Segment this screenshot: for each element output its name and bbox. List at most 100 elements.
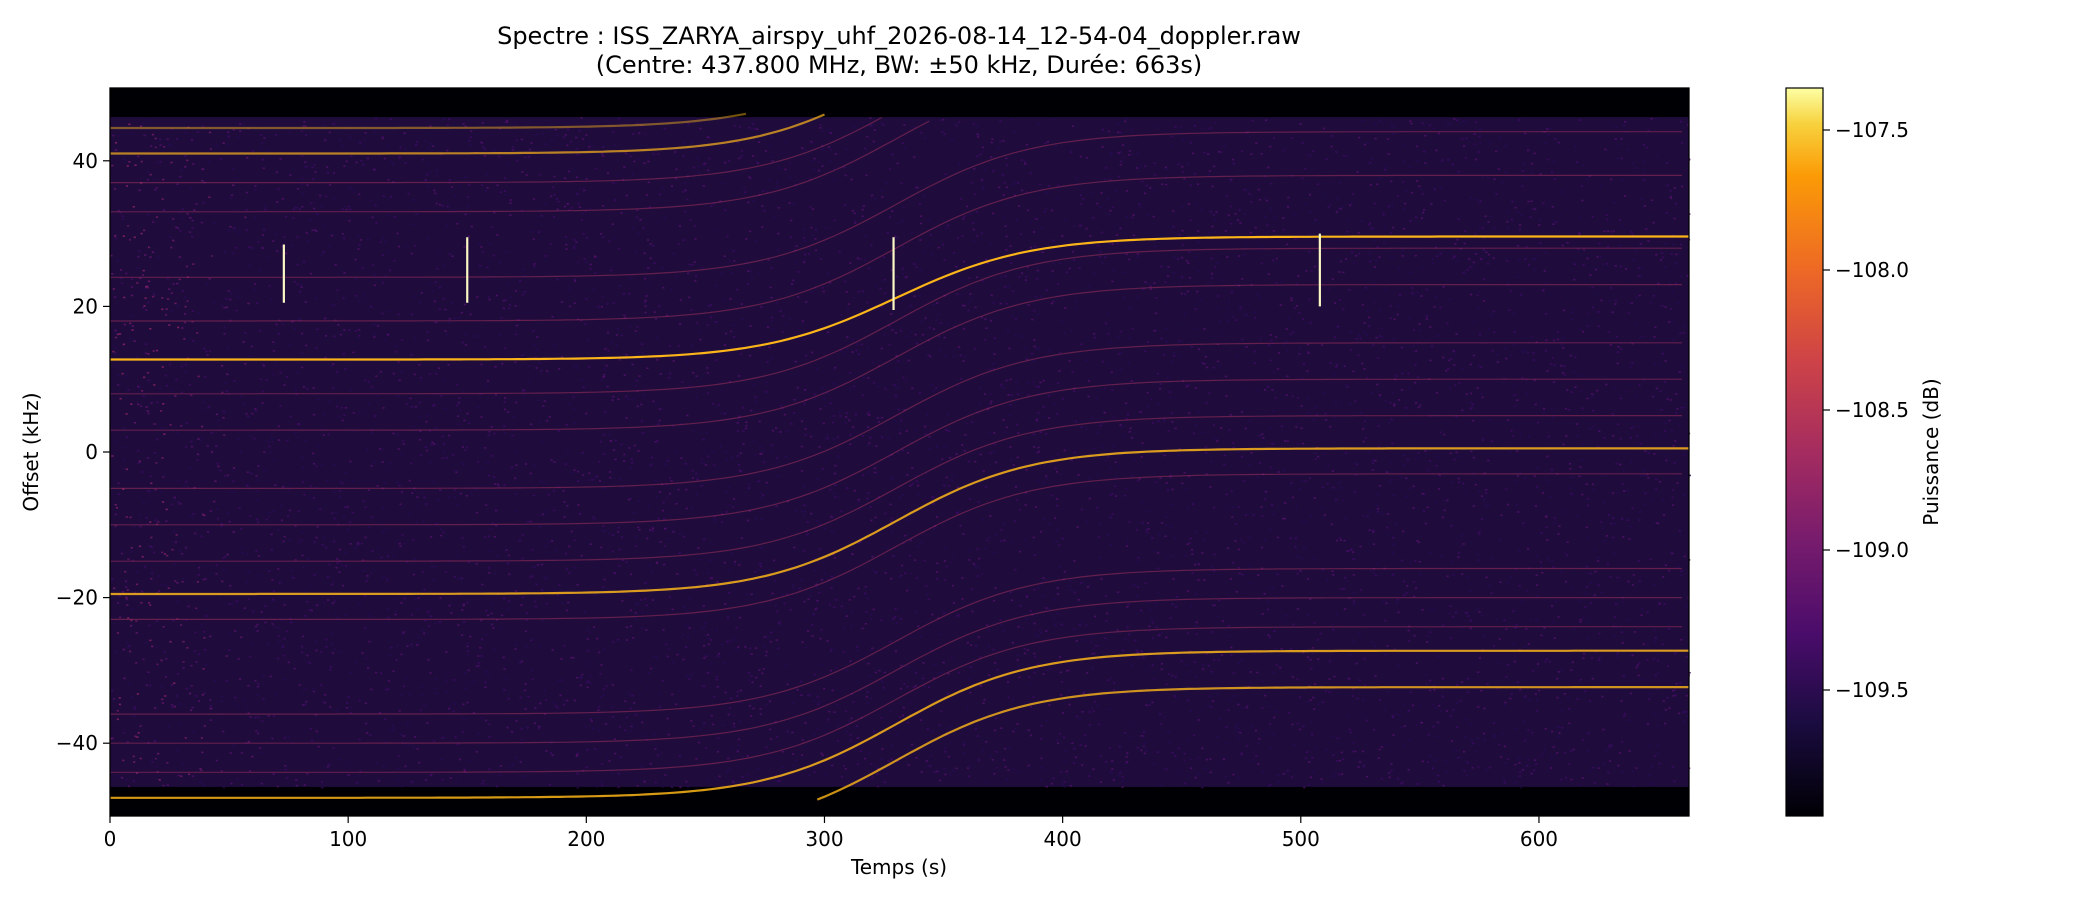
noise-speckle — [1309, 658, 1312, 661]
noise-speckle — [894, 385, 897, 388]
noise-speckle — [1188, 277, 1191, 279]
noise-speckle — [363, 293, 366, 295]
noise-speckle — [1178, 356, 1181, 358]
noise-speckle — [625, 395, 628, 398]
noise-speckle — [205, 235, 208, 237]
noise-speckle — [228, 603, 231, 605]
noise-speckle — [936, 571, 939, 573]
noise-speckle — [1236, 123, 1239, 126]
noise-speckle — [831, 689, 834, 692]
noise-speckle — [1615, 472, 1618, 475]
noise-speckle — [344, 729, 347, 731]
noise-speckle — [1318, 516, 1321, 519]
noise-speckle — [114, 236, 117, 239]
noise-speckle — [1545, 282, 1548, 284]
noise-speckle — [246, 553, 249, 555]
noise-speckle — [803, 237, 806, 239]
noise-speckle — [947, 770, 950, 772]
noise-speckle — [432, 443, 436, 445]
noise-speckle — [688, 627, 691, 629]
noise-speckle — [1355, 662, 1358, 665]
noise-speckle — [592, 657, 596, 660]
noise-speckle — [428, 704, 431, 706]
noise-speckle — [1271, 466, 1274, 469]
noise-speckle — [195, 383, 198, 385]
noise-speckle — [761, 450, 764, 453]
noise-speckle — [754, 401, 757, 403]
noise-speckle — [901, 267, 904, 270]
noise-speckle — [629, 707, 632, 710]
noise-speckle — [1616, 651, 1619, 654]
noise-speckle — [1242, 480, 1245, 482]
noise-speckle — [410, 549, 413, 551]
noise-speckle — [400, 602, 403, 604]
noise-speckle — [1373, 278, 1376, 280]
noise-speckle — [1622, 536, 1625, 538]
noise-speckle — [137, 732, 140, 734]
noise-speckle — [819, 127, 822, 129]
noise-speckle — [460, 487, 463, 489]
noise-speckle — [725, 511, 728, 513]
noise-speckle — [397, 784, 400, 787]
noise-speckle — [573, 302, 576, 305]
noise-speckle — [323, 602, 326, 604]
noise-speckle — [1171, 488, 1174, 491]
noise-speckle — [122, 468, 125, 470]
noise-speckle — [774, 604, 777, 607]
noise-speckle — [747, 201, 750, 204]
noise-speckle — [675, 450, 678, 452]
noise-speckle — [192, 513, 195, 515]
noise-speckle — [1313, 622, 1316, 624]
noise-speckle — [1570, 778, 1573, 781]
noise-speckle — [788, 132, 791, 134]
noise-speckle — [650, 456, 653, 459]
noise-speckle — [1345, 258, 1348, 260]
noise-speckle — [1194, 303, 1198, 306]
noise-speckle — [1369, 252, 1372, 255]
noise-speckle — [980, 178, 983, 181]
noise-speckle — [1212, 165, 1216, 168]
noise-speckle — [1000, 529, 1003, 531]
noise-speckle — [175, 431, 178, 434]
noise-speckle — [1325, 149, 1328, 151]
noise-speckle — [1227, 680, 1230, 683]
noise-speckle — [804, 542, 807, 544]
noise-speckle — [871, 647, 874, 649]
noise-speckle — [1195, 196, 1198, 199]
noise-speckle — [519, 279, 522, 282]
noise-speckle — [161, 297, 164, 299]
noise-speckle — [1533, 759, 1537, 761]
noise-speckle — [1669, 195, 1672, 198]
noise-speckle — [626, 695, 629, 697]
noise-speckle — [545, 576, 548, 578]
noise-speckle — [1076, 715, 1079, 718]
noise-speckle — [1536, 584, 1539, 586]
noise-speckle — [336, 562, 339, 564]
noise-speckle — [596, 713, 599, 715]
noise-speckle — [1141, 442, 1144, 444]
noise-speckle — [1025, 275, 1028, 278]
noise-speckle — [1342, 271, 1345, 274]
noise-speckle — [495, 300, 498, 302]
noise-speckle — [676, 154, 679, 157]
noise-speckle — [1657, 724, 1660, 727]
noise-speckle — [164, 695, 167, 697]
noise-speckle — [870, 618, 873, 620]
noise-speckle — [1153, 282, 1156, 284]
noise-speckle — [553, 509, 556, 512]
noise-speckle — [330, 218, 333, 220]
noise-speckle — [497, 288, 500, 290]
noise-speckle — [282, 485, 285, 488]
noise-speckle — [1553, 178, 1556, 180]
noise-speckle — [1315, 414, 1318, 416]
noise-speckle — [1564, 552, 1567, 554]
noise-speckle — [849, 434, 852, 436]
noise-speckle — [715, 649, 718, 652]
noise-speckle — [394, 610, 397, 613]
noise-speckle — [434, 281, 437, 283]
noise-speckle — [1106, 324, 1109, 327]
noise-speckle — [1578, 232, 1581, 234]
noise-speckle — [1478, 202, 1481, 205]
noise-speckle — [491, 478, 494, 481]
noise-speckle — [765, 654, 768, 657]
